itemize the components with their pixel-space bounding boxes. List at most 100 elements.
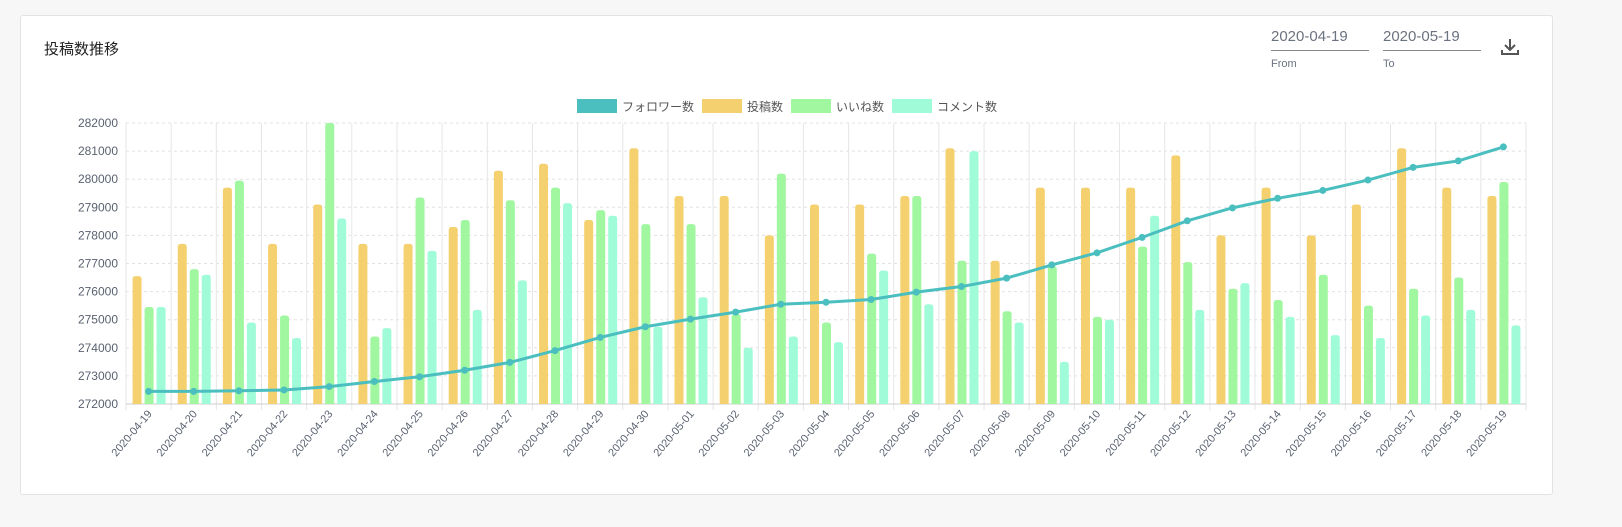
bar-2 — [460, 219, 470, 404]
x-tick-label: 2020-05-10 — [1058, 408, 1103, 459]
follower-point — [1183, 217, 1191, 225]
x-tick-label: 2020-05-19 — [1464, 408, 1509, 459]
y-tick-label: 276000 — [78, 285, 118, 299]
follower-point — [867, 295, 875, 303]
follower-point — [1138, 233, 1146, 241]
y-tick-label: 281000 — [78, 144, 118, 158]
bar-3 — [1104, 319, 1114, 404]
bar-1 — [222, 187, 232, 404]
bar-1 — [1306, 235, 1316, 404]
bar-3 — [834, 342, 843, 404]
x-tick-label: 2020-04-29 — [561, 408, 606, 459]
bar-3 — [292, 337, 302, 404]
bar-2 — [280, 315, 290, 404]
download-icon[interactable] — [1499, 36, 1521, 58]
bar-2 — [1499, 182, 1509, 404]
y-tick-label: 272000 — [78, 397, 118, 411]
bar-3 — [743, 347, 753, 404]
legend-label: 投稿数 — [747, 99, 783, 114]
follower-point — [777, 300, 785, 308]
to-date-input[interactable]: 2020-05-19 — [1383, 26, 1481, 51]
x-tick-label: 2020-05-07 — [922, 408, 967, 459]
bar-3 — [156, 307, 166, 404]
follower-point — [145, 387, 153, 395]
bar-1 — [764, 235, 774, 404]
x-tick-label: 2020-05-05 — [832, 408, 877, 459]
x-tick-label: 2020-04-20 — [155, 408, 200, 459]
x-tick-label: 2020-04-28 — [516, 408, 561, 459]
follower-point — [1003, 274, 1011, 282]
bar-3 — [1421, 315, 1431, 404]
from-date-input[interactable]: 2020-04-19 — [1271, 26, 1369, 51]
bar-1 — [1442, 187, 1452, 404]
bar-2 — [189, 269, 199, 404]
x-tick-label: 2020-05-15 — [1284, 408, 1329, 459]
y-tick-label: 274000 — [78, 341, 118, 355]
bar-2 — [912, 196, 922, 404]
bar-3 — [472, 309, 482, 404]
x-tick-label: 2020-05-12 — [1148, 408, 1193, 459]
follower-point — [732, 308, 740, 316]
bar-2 — [1318, 274, 1328, 404]
bar-1 — [945, 148, 955, 404]
to-label: To — [1383, 58, 1395, 70]
x-tick-label: 2020-04-23 — [290, 408, 335, 459]
bar-3 — [337, 218, 347, 404]
follower-point — [1319, 186, 1327, 194]
bar-3 — [1375, 337, 1385, 404]
follower-point — [912, 288, 920, 296]
x-tick-label: 2020-04-24 — [335, 408, 380, 459]
legend-swatch — [892, 99, 933, 113]
bar-2 — [1409, 288, 1419, 404]
bar-2 — [822, 322, 831, 404]
bar-1 — [1261, 187, 1271, 404]
follower-point — [1048, 261, 1056, 269]
bar-3 — [382, 328, 392, 404]
bar-2 — [1092, 316, 1102, 404]
bar-1 — [493, 170, 503, 404]
x-tick-label: 2020-05-06 — [877, 408, 922, 459]
x-tick-label: 2020-05-11 — [1104, 408, 1149, 458]
bar-2 — [867, 253, 877, 404]
from-date-field[interactable]: 2020-04-19 From — [1271, 26, 1369, 70]
bar-2 — [1047, 266, 1057, 404]
bar-3 — [427, 250, 437, 404]
follower-point — [641, 323, 649, 331]
bar-1 — [1080, 187, 1090, 404]
bar-1 — [539, 163, 549, 404]
x-tick-label: 2020-05-09 — [1013, 408, 1058, 459]
x-tick-label: 2020-05-02 — [697, 408, 742, 459]
follower-point — [551, 347, 559, 355]
x-tick-label: 2020-05-16 — [1329, 408, 1374, 459]
bar-2 — [1138, 246, 1148, 404]
bar-2 — [686, 224, 696, 404]
legend-label: いいね数 — [836, 99, 884, 114]
to-date-field[interactable]: 2020-05-19 To — [1383, 26, 1481, 70]
bar-3 — [563, 203, 573, 404]
bar-2 — [1454, 277, 1464, 404]
follower-point — [596, 333, 604, 341]
x-tick-label: 2020-05-08 — [968, 408, 1013, 459]
follower-point — [416, 373, 424, 381]
follower-point — [1228, 204, 1236, 212]
follower-point — [1454, 157, 1462, 165]
legend-label: フォロワー数 — [622, 99, 694, 114]
follower-point — [280, 386, 288, 394]
x-tick-label: 2020-04-22 — [245, 408, 290, 459]
bar-1 — [177, 243, 187, 404]
bar-1 — [1035, 187, 1045, 404]
bar-1 — [1171, 155, 1181, 404]
x-tick-label: 2020-05-14 — [1239, 408, 1284, 459]
bar-2 — [234, 180, 244, 404]
bar-2 — [415, 197, 425, 404]
follower-point — [957, 283, 965, 291]
follower-point — [461, 366, 469, 374]
legend-swatch — [702, 99, 743, 113]
y-tick-label: 277000 — [78, 257, 118, 271]
bar-3 — [698, 297, 708, 404]
bar-1 — [1487, 196, 1497, 404]
bar-2 — [1273, 300, 1283, 404]
bar-3 — [1466, 309, 1476, 404]
bar-1 — [448, 226, 458, 404]
y-tick-label: 273000 — [78, 369, 118, 383]
